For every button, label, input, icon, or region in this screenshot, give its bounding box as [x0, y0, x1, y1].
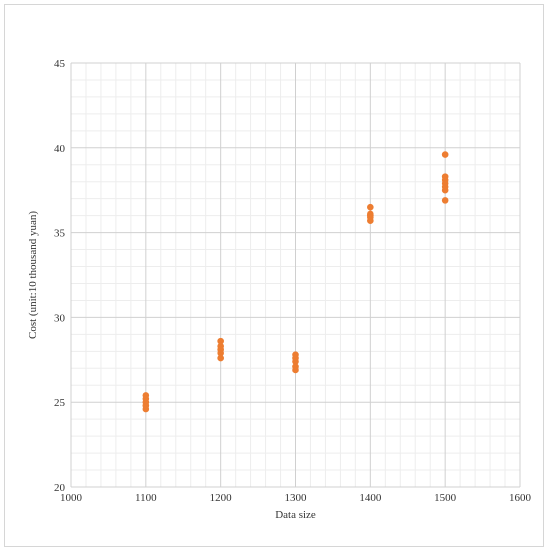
y-axis-ticks: 20 25 30 35 40 45 — [54, 58, 66, 494]
major-grid — [70, 62, 521, 488]
data-point — [441, 186, 449, 194]
data-point — [217, 354, 224, 362]
data-point — [441, 197, 449, 204]
data-point — [441, 151, 449, 158]
x-tick-label: 1300 — [285, 492, 308, 504]
x-tick-label: 1200 — [210, 492, 233, 504]
x-tick-label: 1000 — [60, 492, 83, 504]
data-point — [142, 405, 150, 413]
data-point — [367, 217, 374, 225]
y-tick-label: 25 — [54, 397, 66, 409]
y-axis-title: Cost (unit:10 thousand yuan) — [27, 211, 39, 339]
y-tick-label: 30 — [54, 312, 66, 324]
x-tick-label: 1100 — [135, 492, 157, 504]
x-axis-title: Data size — [275, 509, 316, 521]
x-tick-label: 1400 — [359, 492, 382, 504]
data-point — [292, 358, 299, 365]
x-tick-label: 1600 — [509, 492, 532, 504]
data-points — [142, 151, 449, 413]
data-point — [217, 349, 224, 357]
y-tick-label: 20 — [54, 482, 66, 494]
data-point — [367, 203, 374, 211]
y-tick-label: 40 — [54, 143, 66, 155]
x-tick-label: 1500 — [434, 492, 457, 504]
data-point — [217, 337, 224, 345]
y-tick-label: 35 — [54, 228, 66, 240]
x-axis-ticks: 1000 1100 1200 1300 1400 1500 1600 — [60, 492, 532, 504]
data-point — [292, 366, 299, 374]
y-tick-label: 45 — [54, 58, 66, 70]
chart-frame — [4, 4, 544, 547]
